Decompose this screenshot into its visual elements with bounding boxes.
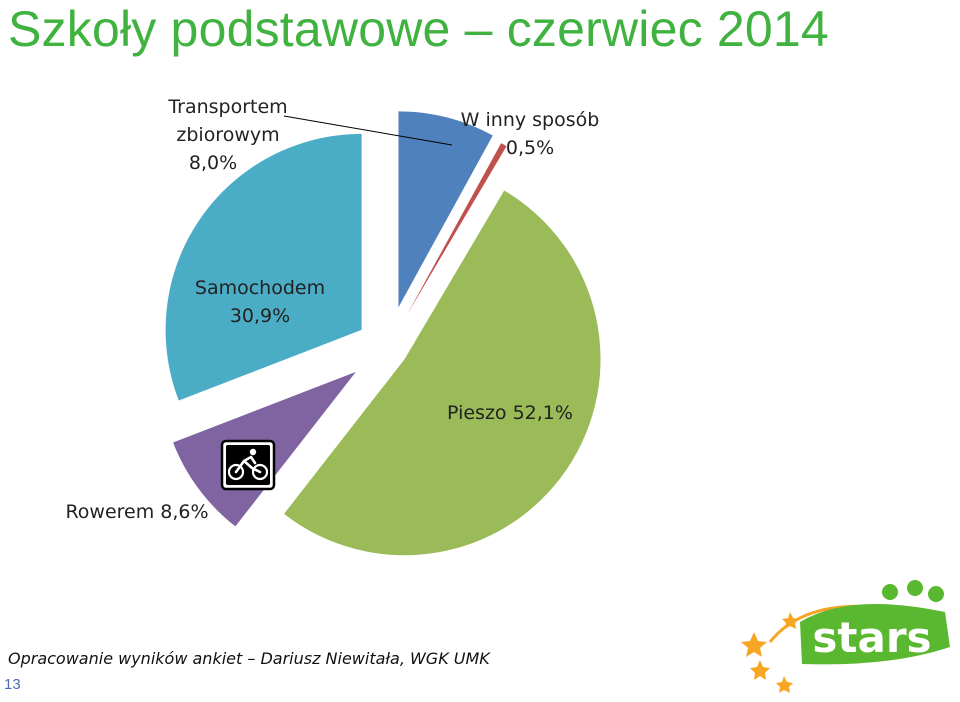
credit-text: Opracowanie wyników ankiet – Dariusz Nie… xyxy=(8,649,490,668)
bicycle-icon xyxy=(220,439,276,491)
pie-slice-pieszo xyxy=(284,190,601,556)
label-samochodem: Samochodem 30,9% xyxy=(194,277,326,327)
pie-slices xyxy=(165,111,601,556)
label-pieszo: Pieszo 52,1% xyxy=(447,402,573,424)
pie-slice-transportem-zbiorowym xyxy=(398,111,493,308)
label-transport: Transportem zbiorowym 8,0% xyxy=(168,96,288,174)
svg-text:stars: stars xyxy=(812,613,931,662)
stars-logo: stars xyxy=(741,580,950,693)
page-number: 13 xyxy=(4,676,21,693)
page-title: Szkoły podstawowe – czerwiec 2014 xyxy=(8,1,829,57)
pie-slice-samochodem xyxy=(165,133,362,401)
leader-line-transport xyxy=(283,115,453,146)
label-rowerem: Rowerem 8,6% xyxy=(65,501,209,523)
pie-slice-w-inny-sposób xyxy=(406,143,507,315)
label-inny: W inny sposób 0,5% xyxy=(460,109,600,159)
